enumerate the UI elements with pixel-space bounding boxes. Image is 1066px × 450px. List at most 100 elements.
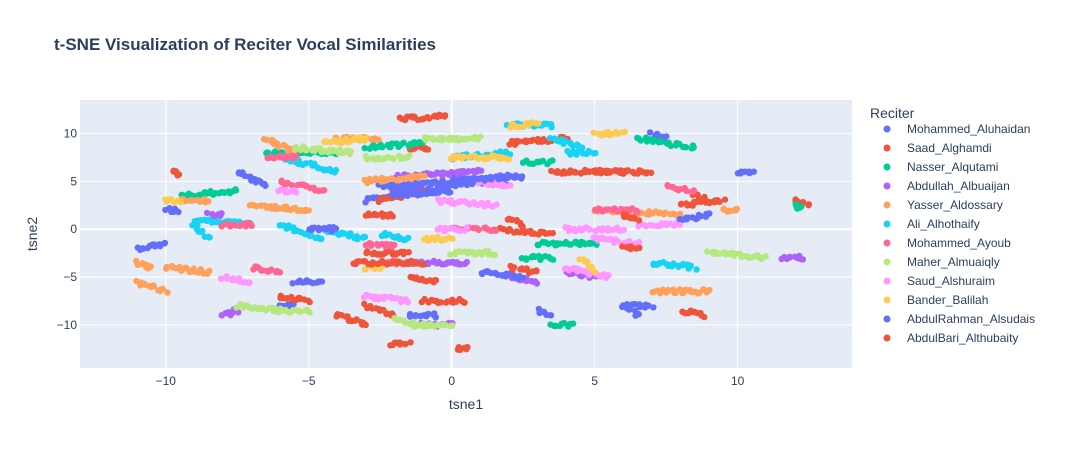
data-point (687, 262, 694, 269)
legend-entry[interactable]: Saad_Alghamdi (907, 141, 992, 155)
data-point (362, 321, 369, 329)
legend-entry[interactable]: Maher_Almuaiqly (907, 255, 1000, 269)
y-tick-label: 5 (70, 174, 77, 188)
legend-entry[interactable]: AbdulBari_Althubaity (907, 331, 1018, 345)
y-tick-label: 0 (70, 222, 77, 236)
data-point (147, 263, 154, 270)
data-point (487, 227, 494, 234)
legend-entry[interactable]: AbdulRahman_Alsudais (907, 312, 1035, 326)
data-point (449, 235, 456, 242)
data-point (516, 123, 523, 131)
legend-marker (883, 334, 891, 342)
data-point (302, 160, 310, 167)
data-point (590, 129, 597, 136)
data-point (675, 187, 682, 194)
data-point (621, 128, 628, 136)
data-point (529, 136, 537, 144)
data-point (379, 144, 386, 151)
y-tick-label: 10 (64, 127, 78, 141)
legend-marker (883, 277, 891, 285)
data-point (464, 343, 471, 351)
data-point (533, 267, 540, 274)
legend-entry[interactable]: Nasser_Alqutami (907, 160, 998, 174)
data-point (332, 225, 340, 232)
y-tick-label: −5 (63, 270, 77, 284)
data-point (303, 146, 310, 153)
data-point (420, 261, 427, 268)
data-point (533, 280, 541, 287)
data-point (437, 187, 444, 195)
data-point (493, 201, 500, 208)
data-point (694, 290, 702, 297)
data-point (475, 226, 482, 234)
data-point (637, 137, 644, 144)
x-tick-label: 5 (591, 374, 598, 388)
data-point (355, 258, 363, 265)
legend-entry[interactable]: Mohammed_Ayoub (907, 236, 1011, 250)
data-point (156, 241, 163, 248)
data-point (418, 184, 425, 191)
data-point (439, 134, 446, 142)
data-point (364, 248, 371, 255)
data-point (352, 135, 359, 142)
data-point (373, 212, 381, 219)
data-point (283, 203, 290, 210)
data-point (189, 222, 196, 229)
data-point (448, 322, 456, 329)
data-point (549, 229, 556, 237)
data-point (447, 189, 454, 196)
legend-entry[interactable]: Bander_Balilah (907, 293, 988, 307)
data-point (400, 139, 407, 146)
data-point (275, 143, 282, 150)
data-point (676, 221, 684, 228)
legend-marker (883, 315, 891, 323)
data-point (315, 226, 323, 234)
data-point (318, 278, 326, 285)
data-point (363, 156, 371, 163)
data-point (305, 207, 312, 214)
data-point (628, 245, 635, 252)
data-point (477, 133, 484, 140)
legend-entry[interactable]: Saud_Alshuraim (907, 274, 995, 288)
legend-entry[interactable]: Yasser_Aldossary (907, 198, 1003, 212)
data-point (323, 138, 330, 146)
data-point (549, 157, 556, 164)
data-point (461, 299, 468, 306)
data-point (635, 310, 642, 318)
data-point (407, 339, 414, 346)
data-point (731, 250, 738, 257)
data-point (662, 209, 669, 216)
data-point (506, 151, 514, 158)
data-point (508, 216, 516, 223)
data-point (506, 225, 513, 233)
data-point (463, 258, 470, 266)
data-point (405, 249, 412, 256)
data-point (382, 243, 389, 250)
data-point (175, 208, 182, 216)
data-point (424, 146, 432, 153)
legend: Mohammed_Aluhaidan Saad_Alghamdi Nasser_Al… (883, 122, 1035, 345)
legend-entry[interactable]: Mohammed_Aluhaidan (907, 122, 1030, 136)
legend-entry[interactable]: Ali_Alhothaify (907, 217, 980, 231)
data-point (697, 213, 704, 220)
data-point (405, 234, 412, 242)
data-point (586, 226, 593, 233)
data-point (198, 228, 206, 235)
data-point (206, 267, 213, 274)
data-point (289, 280, 296, 287)
data-point (375, 136, 382, 143)
data-point (560, 319, 568, 327)
data-point (217, 275, 225, 282)
legend-marker (883, 182, 891, 190)
data-point (448, 168, 455, 176)
data-point (518, 175, 525, 182)
x-axis-title: tsne1 (449, 396, 483, 412)
legend-entry[interactable]: Abdullah_Albuaijan (907, 179, 1010, 193)
data-point (361, 144, 368, 152)
data-point (292, 146, 299, 153)
data-point (460, 153, 467, 160)
data-point (390, 155, 397, 163)
data-point (429, 135, 437, 142)
data-point (682, 144, 690, 151)
